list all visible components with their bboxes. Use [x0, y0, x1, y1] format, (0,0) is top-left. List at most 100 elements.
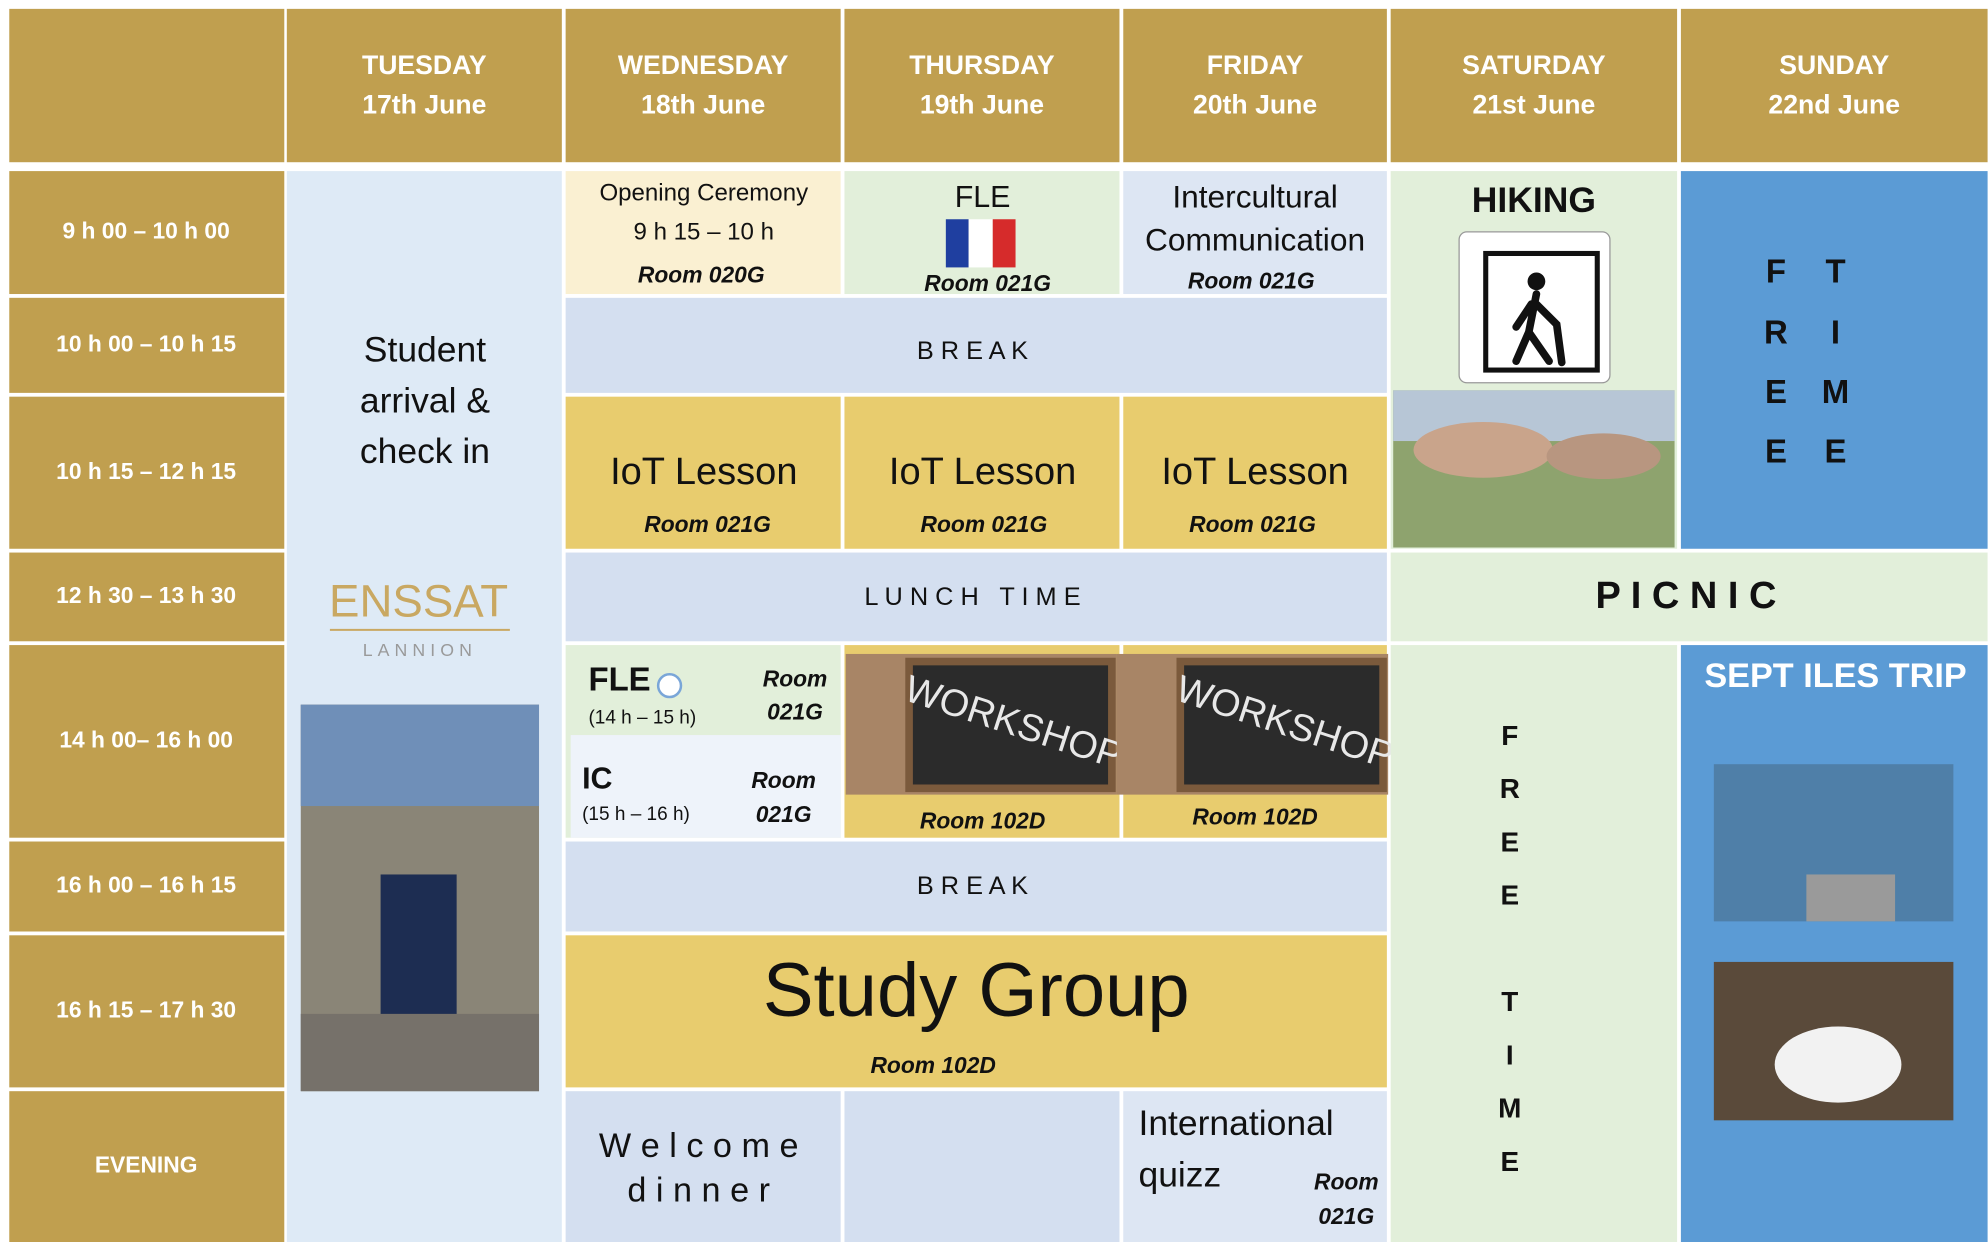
- sunday-free-cell: [1680, 171, 1988, 549]
- time-label: 16 h 00 – 16 h 15: [56, 872, 236, 898]
- time-cell: [9, 297, 285, 393]
- time-cell: [9, 935, 285, 1088]
- day-date: 18th June: [641, 89, 765, 119]
- free-time-letter: E: [1501, 1146, 1520, 1177]
- label: Room: [1314, 1169, 1379, 1195]
- break-text: B R E A K: [917, 872, 1028, 900]
- label: IoT Lesson: [889, 451, 1076, 493]
- label: FLE: [955, 180, 1011, 214]
- arrival-text: check in: [360, 431, 490, 471]
- label: Room 020G: [638, 261, 765, 287]
- time-label: 10 h 00 – 10 h 15: [56, 330, 236, 356]
- free-time-letter: I: [1831, 313, 1840, 350]
- day-header: [1123, 8, 1387, 163]
- flag-blue: [945, 219, 969, 268]
- label: FLE: [588, 661, 650, 698]
- free-time-letter: R: [1764, 313, 1788, 350]
- saturday-free-cell: [1390, 645, 1678, 1242]
- chalkboard: [1176, 657, 1387, 793]
- photo-sky: [300, 704, 540, 807]
- icon-frame: [1483, 250, 1600, 373]
- label: Room 102D: [870, 1052, 995, 1078]
- free-time-letter: R: [1500, 773, 1520, 804]
- day-name: TUESDAY: [362, 50, 487, 80]
- free-time-letter: M: [1498, 1093, 1521, 1124]
- free-time-letter: E: [1825, 432, 1847, 469]
- day-date: 22nd June: [1768, 89, 1900, 119]
- label: Room 021G: [921, 511, 1048, 537]
- photo-rock: [1546, 433, 1661, 480]
- time-label: 10 h 15 – 12 h 15: [56, 458, 236, 484]
- free-time-letter: E: [1501, 880, 1520, 911]
- free-time-letter: F: [1766, 252, 1786, 289]
- label: International: [1138, 1103, 1333, 1143]
- photo-door: [380, 874, 457, 1027]
- day-header: [844, 8, 1120, 163]
- photo-rock: [1806, 874, 1896, 922]
- label: 021G: [767, 699, 823, 725]
- day-header: [1680, 8, 1988, 163]
- day-date: 21st June: [1473, 89, 1596, 119]
- label: quizz: [1138, 1155, 1221, 1195]
- picnic-text: P I C N I C: [1595, 575, 1776, 617]
- break-cell: [565, 297, 1387, 393]
- label: Study Group: [763, 948, 1190, 1033]
- label: Room 021G: [644, 511, 771, 537]
- intercultural-cell: [1123, 171, 1387, 295]
- label: Room: [751, 767, 816, 793]
- label: Opening Ceremony: [599, 179, 808, 206]
- day-header: [565, 8, 841, 163]
- time-cell: [9, 645, 285, 838]
- time-cell: [9, 1091, 285, 1242]
- free-time-letter: F: [1501, 720, 1518, 751]
- picnic-cell: [1390, 552, 1988, 642]
- label: Room: [763, 666, 828, 692]
- flag-red: [992, 219, 1016, 268]
- label: Room 102D: [1192, 804, 1317, 830]
- time-label: 14 h 00– 16 h 00: [59, 726, 233, 752]
- day-date: 19th June: [920, 89, 1044, 119]
- day-name: THURSDAY: [909, 50, 1055, 80]
- label: Room 021G: [924, 270, 1051, 296]
- chalkboard: [905, 657, 1116, 793]
- time-label: 12 h 30 – 13 h 30: [56, 582, 236, 608]
- label: IoT Lesson: [1161, 451, 1348, 493]
- free-time-letter: M: [1822, 373, 1849, 410]
- header-corner: [9, 8, 285, 163]
- free-time-letter: T: [1501, 986, 1518, 1017]
- day-date: 17th June: [362, 89, 486, 119]
- free-time-letter: E: [1765, 432, 1787, 469]
- icon-walker: [1512, 290, 1566, 367]
- free-time-letter: I: [1506, 1039, 1514, 1070]
- day-name: FRIDAY: [1207, 50, 1304, 80]
- free-time-letter: E: [1501, 826, 1520, 857]
- time-cell: [9, 396, 285, 549]
- time-label: 9 h 00 – 10 h 00: [63, 218, 230, 244]
- label: d i n n e r: [627, 1172, 770, 1210]
- trip-cell: [1680, 645, 1988, 1242]
- label: Intercultural: [1172, 178, 1337, 214]
- trip-title: SEPT ILES TRIP: [1704, 657, 1966, 695]
- iot-cell: [1123, 396, 1387, 549]
- icon-head: [1527, 272, 1546, 291]
- time-cell: [9, 841, 285, 932]
- time-label: 16 h 15 – 17 h 30: [56, 996, 236, 1022]
- opening-cell: [565, 171, 841, 295]
- label: Room 102D: [920, 808, 1045, 834]
- label: IoT Lesson: [610, 451, 797, 493]
- label: 021G: [1318, 1203, 1374, 1229]
- speech-flag: [656, 672, 683, 699]
- day-name: WEDNESDAY: [618, 50, 789, 80]
- label: IC: [582, 762, 612, 796]
- logo-city: LANNION: [363, 640, 477, 660]
- photo-bird: [1774, 1026, 1902, 1103]
- day-name: SUNDAY: [1779, 50, 1889, 80]
- logo-name: ENSSAT: [329, 576, 508, 627]
- photo-rock: [1413, 422, 1553, 478]
- label: Room 021G: [1189, 511, 1316, 537]
- label: (14 h – 15 h): [588, 708, 696, 729]
- flag-white: [968, 219, 993, 268]
- iot-cell: [565, 396, 841, 549]
